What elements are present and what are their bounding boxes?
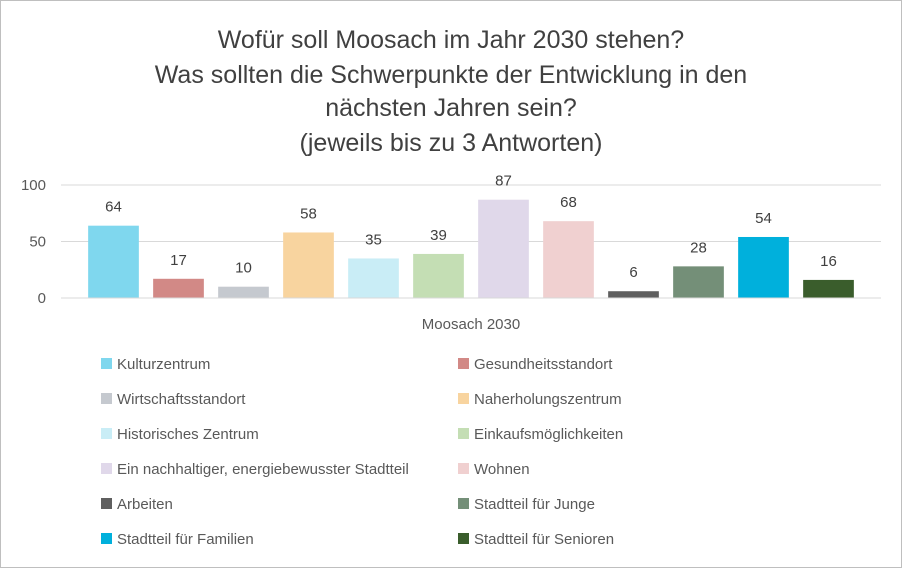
legend-swatch-1: [101, 358, 112, 369]
y-tick-label-1: 50: [29, 234, 46, 251]
legend-label-2: Gesundheitsstandort: [474, 356, 613, 373]
legend-label-1: Kulturzentrum: [117, 356, 210, 373]
legend-swatch-4: [458, 393, 469, 404]
legend-label-9: Arbeiten: [117, 496, 173, 513]
legend-label-4: Naherholungszentrum: [474, 391, 622, 408]
data-label-4: 58: [300, 205, 317, 222]
data-label-1: 64: [105, 199, 122, 216]
data-label-2: 17: [170, 252, 187, 269]
legend-label-12: Stadtteil für Senioren: [474, 531, 614, 548]
x-axis: Moosach 2030: [61, 297, 881, 333]
legend-swatch-9: [101, 498, 112, 509]
bar-1: [88, 225, 139, 298]
chart-title-line-3: nächsten Jahren sein?: [325, 94, 577, 122]
legend-swatch-11: [101, 533, 112, 544]
bar-7: [478, 199, 529, 298]
chart-title: Wofür soll Moosach im Jahr 2030 stehen? …: [155, 26, 747, 157]
data-labels: 64 17 10 58 35 39 87 68 6 28 54 16: [105, 173, 837, 282]
data-label-6: 39: [430, 227, 447, 244]
data-label-9: 6: [629, 264, 637, 281]
legend-label-11: Stadtteil für Familien: [117, 531, 254, 548]
bar-12: [803, 279, 854, 298]
legend-swatch-7: [101, 463, 112, 474]
bar-2: [153, 278, 204, 298]
bar-8: [543, 221, 594, 298]
bar-11: [738, 236, 789, 298]
chart-title-line-1: Wofür soll Moosach im Jahr 2030 stehen?: [218, 26, 684, 54]
legend-swatch-6: [458, 428, 469, 439]
bar-3: [218, 286, 269, 298]
y-tick-label-2: 100: [21, 177, 46, 194]
legend: Kulturzentrum Gesundheitsstandort Wirtscha…: [101, 356, 623, 548]
y-axis-tick-labels: 0 50 100: [21, 177, 46, 307]
bar-4: [283, 232, 334, 298]
legend-label-5: Historisches Zentrum: [117, 426, 259, 443]
legend-swatch-10: [458, 498, 469, 509]
legend-label-7: Ein nachhaltiger, energiebewusster Stadt…: [117, 461, 409, 478]
data-label-7: 87: [495, 173, 512, 190]
bar-9: [608, 291, 659, 298]
chart-title-line-2: Was sollten die Schwerpunkte der Entwick…: [155, 61, 747, 89]
data-label-3: 10: [235, 260, 252, 277]
legend-label-8: Wohnen: [474, 461, 530, 478]
bar-5: [348, 258, 399, 298]
data-label-8: 68: [560, 194, 577, 211]
legend-swatch-3: [101, 393, 112, 404]
x-category-label-0: Moosach 2030: [422, 316, 520, 333]
data-label-10: 28: [690, 239, 707, 256]
bar-10: [673, 266, 724, 298]
bars: [88, 199, 854, 298]
chart-title-line-4: (jeweils bis zu 3 Antworten): [300, 129, 603, 157]
legend-swatch-2: [458, 358, 469, 369]
y-tick-label-0: 0: [38, 290, 46, 307]
legend-label-3: Wirtschaftsstandort: [117, 391, 246, 408]
data-label-5: 35: [365, 231, 382, 248]
data-label-11: 54: [755, 210, 772, 227]
data-label-12: 16: [820, 253, 837, 270]
bar-6: [413, 253, 464, 298]
legend-label-6: Einkaufsmöglichkeiten: [474, 426, 623, 443]
legend-swatch-8: [458, 463, 469, 474]
legend-swatch-5: [101, 428, 112, 439]
legend-label-10: Stadtteil für Junge: [474, 496, 595, 513]
legend-swatch-12: [458, 533, 469, 544]
